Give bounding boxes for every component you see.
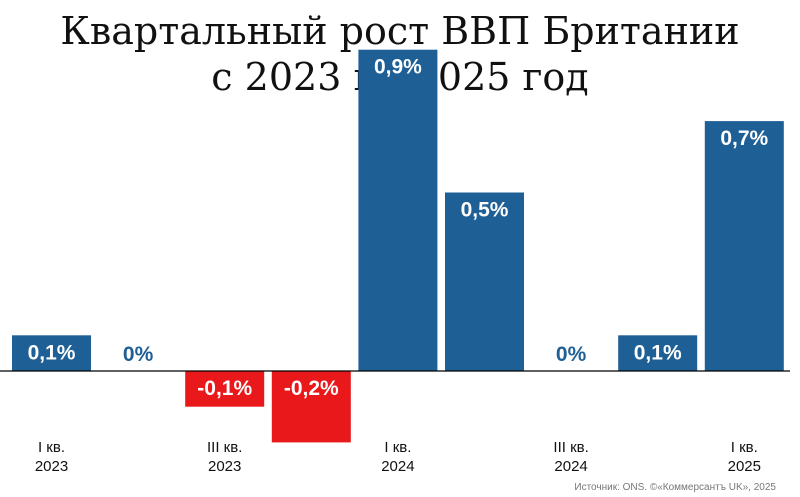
- bar-value-label-3: -0,2%: [284, 377, 339, 400]
- x-tick-label-year-2: 2023: [208, 458, 241, 475]
- x-tick-label-quarter-4: I кв.: [384, 439, 411, 456]
- x-tick-label-year-4: 2024: [381, 458, 414, 475]
- bar-4: [358, 49, 438, 371]
- x-tick-label-quarter-2: III кв.: [207, 439, 242, 456]
- bar-2: [185, 371, 265, 407]
- bar-value-label-6: 0%: [556, 343, 587, 366]
- bar-value-label-1: 0%: [123, 343, 154, 366]
- x-tick-label-year-0: 2023: [35, 458, 68, 475]
- bar-0: [12, 335, 91, 371]
- bar-7: [618, 335, 698, 371]
- bar-8: [704, 121, 784, 371]
- bar-5: [445, 192, 524, 371]
- bar-value-label-7: 0,1%: [634, 341, 682, 364]
- bar-3: [271, 371, 351, 443]
- bar-value-label-8: 0,7%: [720, 127, 768, 150]
- bar-value-label-5: 0,5%: [461, 199, 509, 222]
- x-tick-label-quarter-0: I кв.: [38, 439, 65, 456]
- x-tick-label-year-6: 2024: [554, 458, 587, 475]
- x-tick-label-quarter-6: III кв.: [553, 439, 588, 456]
- bar-value-label-2: -0,1%: [197, 377, 252, 400]
- chart-title-line1: Квартальный рост ВВП Британии: [60, 9, 740, 53]
- x-tick-label-quarter-8: I кв.: [731, 439, 758, 456]
- bar-value-label-4: 0,9%: [374, 56, 422, 79]
- bar-value-label-0: 0,1%: [28, 341, 76, 364]
- source-note: Источник: ONS. ©«Коммерсантъ UK», 2025: [574, 482, 776, 493]
- x-tick-label-year-8: 2025: [728, 458, 761, 475]
